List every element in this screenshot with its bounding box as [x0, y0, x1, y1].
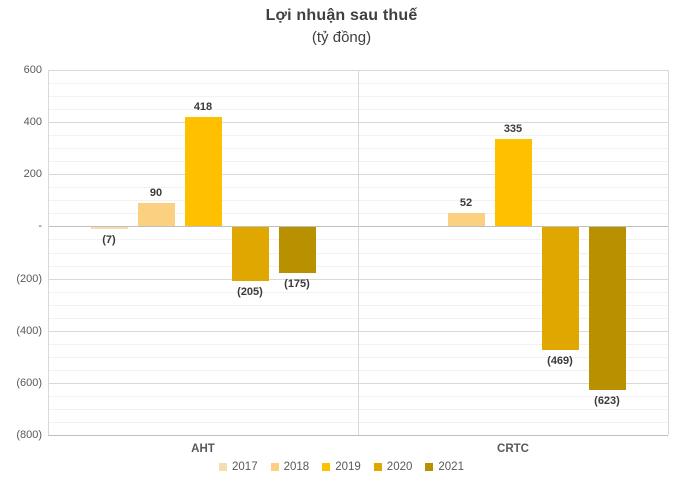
bar-2019-AHT — [184, 117, 222, 227]
y-axis-tick-label: (600) — [16, 376, 42, 389]
bar-2020-AHT — [231, 227, 269, 281]
category-label-AHT: AHT — [191, 443, 215, 455]
y-axis-tick-label: (800) — [16, 429, 42, 441]
legend-swatch-2020 — [373, 463, 382, 471]
bar-2017-AHT — [90, 227, 128, 230]
chart-title: Lợi nhuận sau thuế — [265, 7, 418, 24]
bar-label-2020-CRTC: (469) — [547, 354, 573, 367]
plot-border-left — [48, 70, 49, 435]
bar-label-2019-CRTC: 335 — [503, 123, 523, 136]
category-divider-line — [358, 70, 359, 435]
y-axis-tick-label: - — [38, 220, 42, 233]
bar-2020-CRTC — [541, 227, 579, 350]
legend-label-2021: 2021 — [438, 461, 464, 473]
chart-subtitle: (tỷ đồng) — [311, 29, 372, 46]
plot-area: (7) 90 52 418 335 (205) (469) (175) (623) — [48, 70, 669, 436]
bar-label-2020-AHT: (205) — [237, 285, 263, 298]
bar-2018-CRTC — [447, 212, 485, 227]
bar-label-2017-AHT: (7) — [102, 234, 116, 247]
plot-border-bottom — [48, 435, 668, 436]
legend-label-2018: 2018 — [283, 461, 310, 473]
bar-label-2019-AHT: 418 — [193, 101, 213, 114]
legend-label-2020: 2020 — [386, 461, 413, 473]
plot-border-right — [668, 70, 669, 435]
category-label-CRTC: CRTC — [497, 443, 529, 455]
bar-label-2018-CRTC: 52 — [459, 196, 473, 209]
bar-2021-CRTC — [588, 227, 626, 390]
y-axis-tick-label: 400 — [23, 116, 42, 129]
legend-item-2021: 2021 — [425, 461, 464, 473]
legend-swatch-2021 — [425, 463, 434, 471]
legend-item-2017: 2017 — [219, 461, 258, 473]
bar-label-2021-CRTC: (623) — [594, 394, 620, 407]
legend-swatch-2019 — [322, 463, 331, 471]
y-axis-tick-label: 200 — [23, 168, 42, 181]
bar-2021-AHT — [278, 227, 316, 274]
bar-2018-AHT — [137, 202, 175, 227]
bar-label-2018-AHT: 90 — [149, 186, 163, 199]
y-axis-tick-label: (400) — [16, 324, 42, 337]
legend-item-2020: 2020 — [373, 461, 413, 473]
legend-item-2018: 2018 — [270, 461, 310, 473]
bar-2019-CRTC — [494, 139, 532, 227]
y-axis-tick-label: 600 — [23, 64, 42, 76]
legend-swatch-2017 — [219, 463, 228, 471]
bar-label-2021-AHT: (175) — [284, 278, 310, 291]
legend-label-2017: 2017 — [232, 461, 258, 473]
legend-label-2019: 2019 — [335, 461, 361, 473]
legend-item-2019: 2019 — [322, 461, 361, 473]
y-axis-tick-label: (200) — [16, 272, 42, 285]
legend: 2017 2018 2019 2020 2021 — [0, 461, 683, 473]
legend-swatch-2018 — [270, 463, 279, 471]
